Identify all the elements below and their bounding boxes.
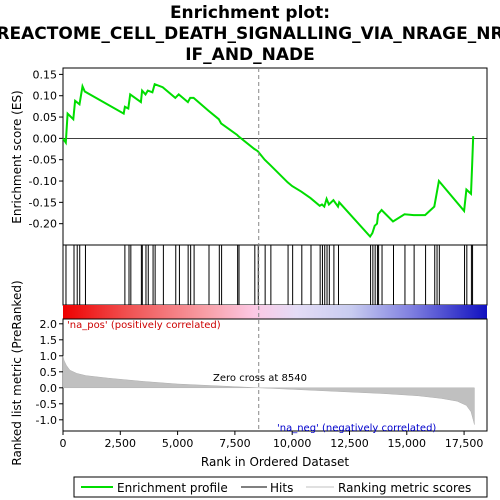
x-tick-label: 7,500 (219, 437, 251, 450)
x-tick-label: 5,000 (162, 437, 194, 450)
legend-enrichment-label: Enrichment profile (117, 481, 228, 495)
es-y-tick-label: 0.05 (33, 111, 58, 124)
x-tick-label: 17,500 (445, 437, 484, 450)
enrichment-profile-line (62, 82, 475, 239)
es-y-tick-label: 0.00 (33, 132, 58, 145)
ranking-y-tick-label: -0.5 (36, 398, 57, 411)
es-panel-frame (62, 67, 488, 246)
hits-panel-frame (62, 244, 488, 306)
x-axis-label: Rank in Ordered Dataset (201, 455, 349, 469)
es-y-tick-label: -0.15 (29, 196, 57, 209)
chart-title: Enrichment plot:REACTOME_CELL_DEATH_SIGN… (0, 3, 500, 65)
legend-frame (73, 476, 488, 498)
es-y-tick-label: -0.10 (29, 175, 57, 188)
chart-title-line: REACTOME_CELL_DEATH_SIGNALLING_VIA_NRAGE… (0, 24, 500, 44)
es-y-tick-label: -0.20 (29, 218, 57, 231)
es-y-tick-label: 0.15 (33, 68, 58, 81)
es-y-axis-label: Enrichment score (ES) (10, 90, 24, 223)
ranking-y-tick-label: -1.0 (36, 414, 57, 427)
ranking-y-tick-label: 1.0 (40, 350, 58, 363)
zero-cross-label: Zero cross at 8540 (213, 373, 307, 384)
negative-correlation-label: 'na_neg' (negatively correlated) (277, 423, 436, 434)
hit-markers (65, 245, 474, 305)
chart-title-line: Enrichment plot: (170, 3, 330, 23)
ranking-y-tick-label: 0.5 (40, 366, 58, 379)
ranking-metric-area (62, 355, 475, 425)
x-tick-label: 15,000 (388, 437, 427, 450)
x-tick-label: 12,500 (330, 437, 369, 450)
ranking-x-axis: 0 2,500 5,000 7,500 10,000 12,500 15,000 17,500 (60, 431, 484, 450)
ranking-y-tick-label: 2.0 (40, 318, 58, 331)
legend-ranking-label: Ranking metric scores (338, 481, 471, 495)
positive-correlation-label: 'na_pos' (positively correlated) (67, 320, 221, 331)
legend-hits-label: Hits (270, 481, 293, 495)
ranking-color-bar (63, 305, 487, 319)
ranking-y-axis: 2.0 1.5 1.0 0.5 0.0 -0.5 -1.0 (36, 318, 63, 427)
chart-title-line: IF_AND_NADE (185, 45, 315, 65)
es-y-axis: 0.15 0.10 0.05 0.00 -0.05 -0.10 -0.15 -0.20 (29, 68, 63, 231)
ranking-y-tick-label: 0.0 (40, 382, 58, 395)
legend: Enrichment profile Hits Ranking metric s… (73, 476, 488, 498)
x-tick-label: 0 (60, 437, 67, 450)
ranking-y-tick-label: 1.5 (40, 334, 58, 347)
x-tick-label: 10,000 (273, 437, 312, 450)
x-tick-label: 2,500 (105, 437, 137, 450)
es-y-tick-label: 0.10 (33, 90, 58, 103)
es-y-tick-label: -0.05 (29, 154, 57, 167)
ranking-y-axis-label: Ranked list metric (PreRanked) (10, 280, 24, 465)
